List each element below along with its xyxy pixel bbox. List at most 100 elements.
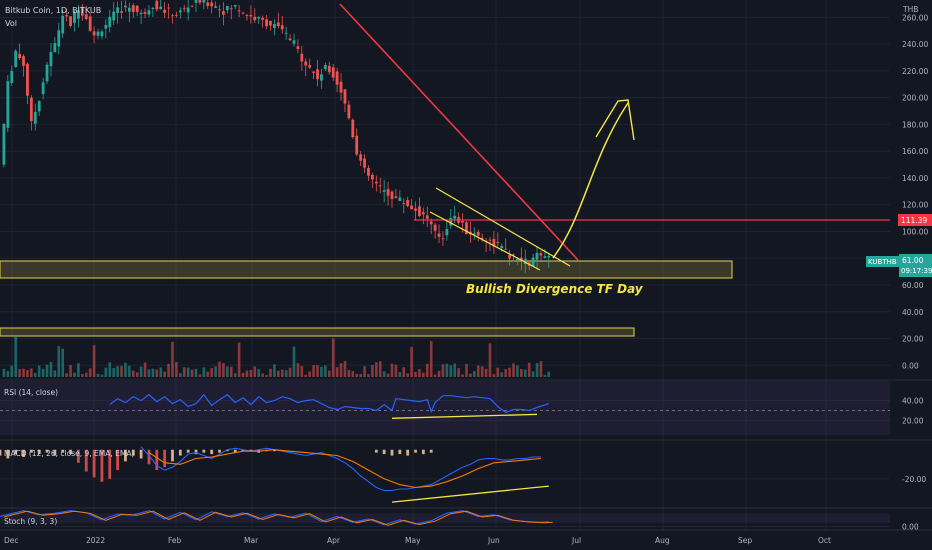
symbol-title[interactable]: Bitkub Coin, 1D, BITKUB (5, 6, 101, 15)
rsi-divergence-trendline[interactable] (391, 413, 538, 419)
candle-body (476, 232, 480, 236)
volume-bar (382, 371, 386, 377)
candle-body (300, 53, 304, 62)
wedge-upper-line[interactable] (435, 187, 571, 267)
macd-label[interactable]: MACD (12, 26, close, 9, EMA, EMA) (4, 449, 134, 458)
volume-bar (190, 369, 194, 377)
lower-zone[interactable] (0, 327, 635, 337)
macd-histogram-bar (100, 449, 104, 482)
stoch-label[interactable]: Stoch (9, 3, 3) (4, 517, 57, 526)
rsi-label[interactable]: RSI (14, close) (4, 388, 58, 397)
volume-bar (214, 366, 217, 377)
time-tick-label: Mar (244, 536, 259, 545)
volume-bar (531, 371, 535, 377)
candle-body (355, 135, 359, 155)
descending-trendline[interactable] (339, 3, 579, 261)
volume-bar (194, 368, 198, 377)
volume-label[interactable]: Vol (5, 19, 17, 28)
wedge-lower-line[interactable] (429, 211, 541, 271)
volume-bar (237, 342, 241, 377)
macd-histogram-bar (382, 449, 386, 455)
volume-bar (249, 369, 253, 377)
macd-histogram-bar (218, 449, 221, 453)
candle-body (312, 71, 315, 73)
candle-body (406, 199, 410, 206)
macd-histogram-bar (202, 449, 206, 453)
candle-body (269, 20, 272, 26)
candle-body (92, 31, 96, 36)
volume-bar (331, 338, 335, 377)
rsi-tick-label: 40.00 (902, 397, 924, 406)
projection-curve[interactable] (552, 102, 629, 259)
volume-bar (488, 343, 492, 377)
volume-bar (49, 362, 53, 377)
volume-bar (394, 364, 398, 377)
volume-bar (465, 363, 468, 377)
volume-bar (449, 365, 453, 377)
volume-bar (182, 367, 186, 377)
volume-bar (108, 362, 112, 377)
candle-body (88, 16, 92, 31)
macd-histogram-bar (398, 449, 402, 455)
rsi-line[interactable] (109, 393, 549, 414)
volume-bar (124, 362, 127, 377)
volume-bar (135, 372, 139, 377)
macd-histogram-bar (69, 449, 72, 455)
candle-body (175, 15, 178, 16)
candle-body (131, 5, 135, 13)
candle-body (61, 15, 65, 34)
volume-bar (88, 368, 92, 377)
time-tick-label: 2022 (86, 536, 105, 545)
projection-arrowhead[interactable] (595, 99, 635, 141)
volume-bar (253, 366, 257, 377)
volume-bar (186, 367, 190, 377)
price-tick-label: 140.00 (902, 174, 928, 183)
candle-body (84, 14, 88, 20)
price-tick-label: 120.00 (902, 201, 928, 210)
volume-bar (371, 365, 374, 377)
candle-body (18, 53, 21, 58)
volume-bar (343, 361, 347, 377)
candle-body (163, 9, 167, 13)
volume-bar (461, 374, 464, 377)
volume-bar (476, 365, 480, 377)
macd-divergence-trendline[interactable] (391, 485, 549, 503)
volume-bar (363, 366, 366, 377)
candle-body (14, 50, 18, 68)
volume-bar (402, 367, 406, 377)
time-tick-label: Oct (818, 536, 831, 545)
grid-lines (0, 0, 890, 530)
macd-signal-line[interactable] (148, 449, 542, 489)
volume-bar (210, 368, 213, 377)
volume-bars (2, 336, 551, 377)
time-tick-label: Feb (168, 536, 182, 545)
volume-bar (543, 374, 547, 377)
support-zone[interactable] (0, 260, 733, 279)
volume-bar (37, 365, 41, 377)
price-tick-label: 40.00 (902, 308, 924, 317)
volume-bar (324, 365, 327, 377)
volume-bar (206, 371, 210, 377)
candle-body (2, 123, 6, 165)
volume-bar (10, 365, 14, 377)
volume-bar (261, 373, 264, 377)
candle-body (49, 52, 53, 67)
volume-bar (202, 367, 206, 377)
volume-bar (316, 365, 319, 377)
macd-histogram-bar (6, 449, 10, 459)
candle-body (371, 174, 374, 180)
macd-histogram-bar (45, 449, 49, 453)
volume-bar (26, 370, 29, 377)
volume-bar (378, 361, 382, 377)
volume-bar (359, 373, 362, 377)
time-tick-label: Dec (4, 536, 19, 545)
volume-bar (484, 368, 488, 377)
volume-bar (131, 370, 135, 377)
rsi-band (0, 381, 890, 435)
stoch-d-line[interactable] (3, 510, 553, 526)
candle-body (335, 71, 339, 85)
divergence-annotation[interactable]: Bullish Divergence TF Day (466, 282, 644, 296)
candle-body (249, 15, 253, 17)
volume-bar (147, 369, 151, 377)
candle-body (178, 10, 182, 13)
